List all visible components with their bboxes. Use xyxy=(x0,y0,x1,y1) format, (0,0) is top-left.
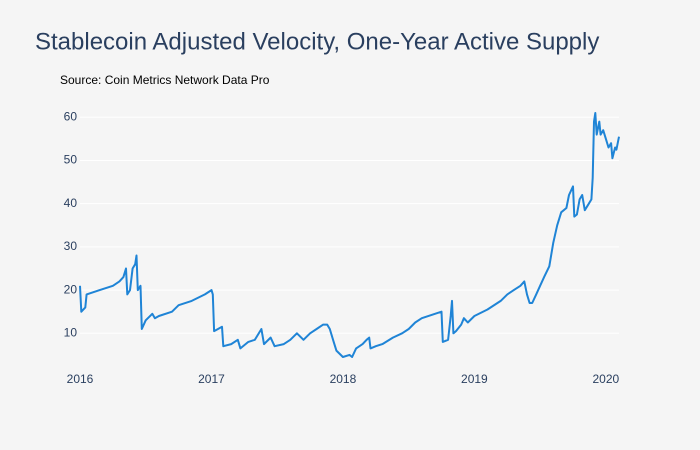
y-tick-label: 50 xyxy=(64,153,78,167)
x-tick-label: 2017 xyxy=(198,372,225,386)
x-tick-label: 2019 xyxy=(461,372,488,386)
y-tick-label: 40 xyxy=(64,196,78,210)
y-tick-label: 20 xyxy=(64,282,78,296)
y-tick-label: 30 xyxy=(64,239,78,253)
chart-subtitle: Source: Coin Metrics Network Data Pro xyxy=(60,73,270,87)
y-tick-label: 60 xyxy=(64,109,78,123)
x-tick-label: 2016 xyxy=(67,372,94,386)
data-line xyxy=(79,112,620,358)
x-tick-label: 2020 xyxy=(593,372,620,386)
chart-title: Stablecoin Adjusted Velocity, One-Year A… xyxy=(35,28,599,55)
x-tick-label: 2018 xyxy=(330,372,357,386)
y-tick-label: 10 xyxy=(64,325,78,339)
